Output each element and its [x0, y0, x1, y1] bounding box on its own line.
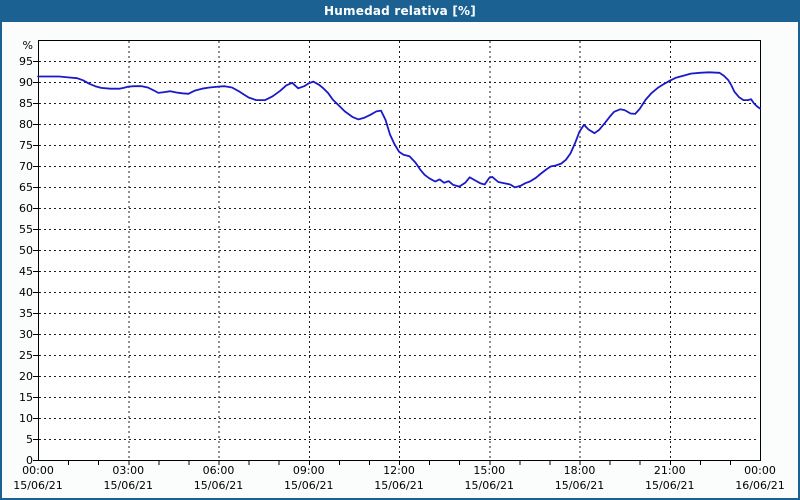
x-tick-date: 15/06/21 [284, 479, 333, 492]
svg-text:85: 85 [19, 97, 33, 110]
x-tick-time: 09:00 [293, 464, 325, 477]
svg-text:95: 95 [19, 55, 33, 68]
svg-text:0: 0 [26, 454, 33, 467]
x-tick-time: 21:00 [654, 464, 686, 477]
svg-text:80: 80 [19, 118, 33, 131]
x-axis-labels: 00:00 15/06/21 03:00 15/06/21 06:00 15/06/21 0… [13, 464, 784, 492]
x-tick-time: 12:00 [383, 464, 415, 477]
humidity-series-line [37, 71, 761, 189]
svg-text:35: 35 [19, 307, 33, 320]
x-tick-date: 16/06/21 [735, 479, 784, 492]
svg-text:10: 10 [19, 412, 33, 425]
x-tick-date: 15/06/21 [465, 479, 514, 492]
x-tick-date: 15/06/21 [645, 479, 694, 492]
x-tick-date: 15/06/21 [194, 479, 243, 492]
x-tick-time: 00:00 [22, 464, 54, 477]
x-tick-date: 15/06/21 [104, 479, 153, 492]
svg-text:15: 15 [19, 391, 33, 404]
x-tick-time: 15:00 [473, 464, 505, 477]
svg-text:75: 75 [19, 139, 33, 152]
x-tick-time: 03:00 [112, 464, 144, 477]
svg-text:55: 55 [19, 223, 33, 236]
x-tick-date: 15/06/21 [555, 479, 604, 492]
axis-ticks [33, 61, 731, 465]
svg-text:30: 30 [19, 328, 33, 341]
window-title-bar: Humedad relativa [%] [2, 2, 798, 22]
x-tick-time: 00:00 [744, 464, 776, 477]
svg-text:90: 90 [19, 76, 33, 89]
x-tick-time: 06:00 [203, 464, 235, 477]
x-tick-date: 15/06/21 [374, 479, 423, 492]
x-tick-date: 15/06/21 [13, 479, 62, 492]
svg-text:25: 25 [19, 349, 33, 362]
svg-text:20: 20 [19, 370, 33, 383]
window-title: Humedad relativa [%] [324, 4, 476, 18]
svg-text:5: 5 [26, 433, 33, 446]
svg-text:65: 65 [19, 181, 33, 194]
y-axis-labels: 0 5 10 15 20 25 30 35 40 45 50 55 60 65 70 75 80 85 90 95% [19, 39, 33, 467]
svg-text:60: 60 [19, 202, 33, 215]
svg-text:40: 40 [19, 286, 33, 299]
x-tick-time: 18:00 [564, 464, 596, 477]
svg-text:50: 50 [19, 244, 33, 257]
svg-text:45: 45 [19, 265, 33, 278]
svg-text:70: 70 [19, 160, 33, 173]
y-axis-unit: % [23, 39, 33, 52]
